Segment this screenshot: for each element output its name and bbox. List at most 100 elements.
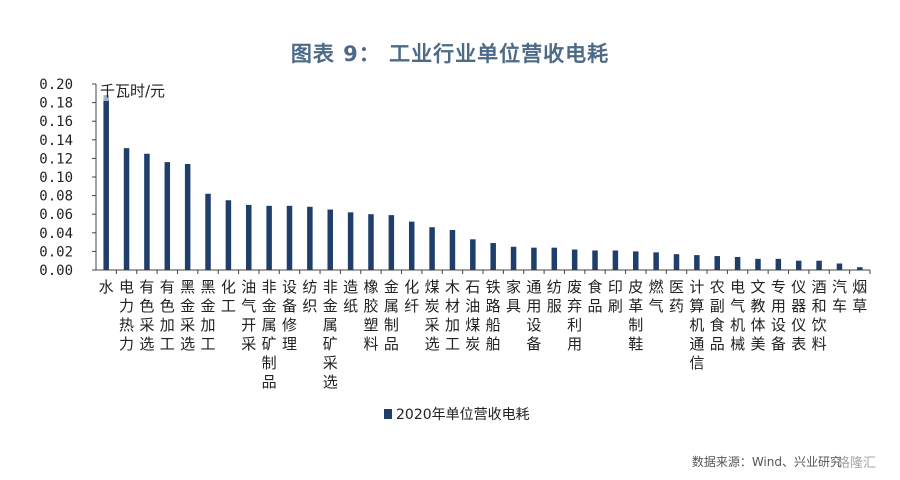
category-label-油气开采-char: 开 bbox=[241, 316, 256, 334]
y-tick-label: 0.12 bbox=[39, 151, 73, 167]
y-tick-label: 0.06 bbox=[39, 207, 73, 223]
bar-农副食品 bbox=[714, 256, 720, 270]
bar-化工 bbox=[225, 200, 232, 270]
y-tick-label: 0.16 bbox=[39, 114, 73, 130]
bar-文教体美 bbox=[755, 258, 761, 270]
bar-非金属矿制品 bbox=[266, 205, 272, 270]
category-label-有色加工-char: 有 bbox=[160, 278, 175, 296]
category-label-铁路船舶-char: 路 bbox=[486, 297, 501, 315]
category-label-煤炭采选-char: 选 bbox=[425, 335, 440, 353]
category-label-食品-char: 品 bbox=[588, 297, 603, 315]
category-label-专用设备-char: 专 bbox=[771, 278, 786, 296]
bar-皮革制鞋 bbox=[633, 251, 639, 270]
category-label-通用设备-char: 设 bbox=[526, 316, 541, 334]
bar-黑金加工 bbox=[205, 193, 211, 270]
y-tick-label: 0.18 bbox=[39, 96, 73, 112]
category-label-黑金加工-char: 金 bbox=[201, 297, 216, 315]
category-label-计算机通信-char: 信 bbox=[689, 354, 704, 372]
bar-专用设备 bbox=[775, 258, 782, 270]
category-label-通用设备-char: 通 bbox=[526, 278, 541, 296]
category-label-燃气-char: 燃 bbox=[649, 278, 664, 296]
category-label-计算机通信-char: 算 bbox=[689, 297, 704, 315]
bar-煤炭采选 bbox=[429, 227, 435, 270]
category-label-酒和饮料-char: 酒 bbox=[812, 278, 827, 296]
bar-纺服 bbox=[551, 247, 558, 270]
bar-造纸 bbox=[347, 212, 354, 270]
category-label-计算机通信-char: 计 bbox=[689, 278, 704, 296]
legend: 2020年单位营收电耗 bbox=[384, 404, 530, 424]
category-label-烟草-char: 草 bbox=[852, 297, 867, 315]
category-label-木材加工-char: 木 bbox=[445, 278, 460, 296]
category-label-设备修理-char: 备 bbox=[282, 297, 297, 315]
category-label-设备修理-char: 修 bbox=[282, 316, 297, 334]
category-label-非金属矿制品-char: 非 bbox=[262, 278, 277, 296]
y-tick-label: 0.20 bbox=[39, 77, 73, 93]
category-label-印刷-char: 印 bbox=[608, 278, 623, 296]
category-label-橡胶塑料-char: 塑 bbox=[363, 316, 378, 334]
category-label-木材加工-char: 材 bbox=[445, 297, 460, 315]
category-label-化工-char: 工 bbox=[221, 297, 236, 315]
bar-电气机械 bbox=[734, 256, 741, 270]
watermark-logo: 格隆汇 bbox=[836, 456, 876, 471]
category-label-汽车-char: 汽 bbox=[832, 278, 847, 296]
category-label-黑金加工-char: 加 bbox=[201, 316, 216, 334]
category-label-电力热力-char: 力 bbox=[119, 335, 134, 353]
category-label-设备修理-char: 理 bbox=[282, 335, 297, 353]
category-label-有色采选-char: 有 bbox=[139, 278, 154, 296]
category-label-专用设备-char: 设 bbox=[771, 316, 786, 334]
category-label-废弃利用-char: 用 bbox=[567, 335, 582, 353]
category-label-化工-char: 化 bbox=[221, 278, 236, 296]
category-label-纺服-char: 纺 bbox=[547, 278, 562, 296]
y-tick-label: 0.14 bbox=[39, 133, 73, 149]
bar-非金属矿采选 bbox=[327, 209, 333, 270]
category-label-非金属矿采选-char: 金 bbox=[323, 297, 338, 315]
category-label-皮革制鞋-char: 鞋 bbox=[628, 335, 643, 353]
y-tick-label: 0.04 bbox=[39, 226, 73, 242]
category-label-煤炭采选-char: 炭 bbox=[425, 297, 440, 315]
category-label-文教体美-char: 体 bbox=[750, 316, 765, 334]
category-label-仪器仪表-char: 仪 bbox=[791, 316, 806, 334]
category-label-金属制品-char: 品 bbox=[384, 335, 399, 353]
chart-title: 图表 9： 工业行业单位营收电耗 bbox=[290, 42, 610, 66]
category-label-有色采选-char: 采 bbox=[139, 316, 154, 334]
category-label-石油煤炭-char: 煤 bbox=[465, 316, 480, 334]
category-label-酒和饮料-char: 饮 bbox=[812, 316, 827, 334]
category-label-通用设备-char: 备 bbox=[526, 335, 541, 353]
bar-纺织 bbox=[307, 206, 313, 270]
category-label-非金属矿采选-char: 采 bbox=[323, 354, 338, 372]
bar-黑金采选 bbox=[184, 163, 191, 270]
category-label-金属制品-char: 制 bbox=[384, 316, 399, 334]
category-label-计算机通信-char: 机 bbox=[689, 316, 704, 334]
category-label-废弃利用-char: 废 bbox=[567, 278, 582, 296]
category-label-烟草-char: 烟 bbox=[852, 278, 867, 296]
category-label-电力热力-char: 力 bbox=[119, 297, 134, 315]
category-label-专用设备-char: 备 bbox=[771, 335, 786, 353]
category-label-黑金采选-char: 金 bbox=[180, 297, 195, 315]
category-label-皮革制鞋-char: 制 bbox=[628, 316, 643, 334]
category-label-酒和饮料-char: 料 bbox=[812, 335, 827, 353]
y-tick-label: 0.00 bbox=[39, 263, 73, 279]
bar-有色加工 bbox=[164, 162, 171, 270]
category-label-化纤-char: 化 bbox=[404, 278, 419, 296]
category-label-橡胶塑料-char: 料 bbox=[363, 335, 378, 353]
category-label-酒和饮料-char: 和 bbox=[812, 297, 827, 315]
source-note: 数据来源：Wind、兴业研究 bbox=[691, 455, 842, 469]
category-label-造纸-char: 纸 bbox=[343, 297, 358, 315]
category-label-文教体美-char: 文 bbox=[750, 278, 765, 296]
category-label-纺织-char: 织 bbox=[302, 297, 317, 315]
category-label-非金属矿制品-char: 品 bbox=[262, 373, 277, 391]
bar-家具 bbox=[510, 246, 517, 270]
category-label-家具-char: 家 bbox=[506, 278, 521, 296]
bar-铁路船舶 bbox=[490, 243, 496, 270]
category-label-电气机械-char: 机 bbox=[730, 316, 745, 334]
category-label-有色加工-char: 加 bbox=[160, 316, 175, 334]
category-label-非金属矿制品-char: 制 bbox=[262, 354, 277, 372]
category-label-有色加工-char: 工 bbox=[160, 335, 175, 353]
category-label-橡胶塑料-char: 橡 bbox=[363, 278, 378, 296]
category-label-非金属矿采选-char: 矿 bbox=[323, 335, 338, 353]
category-label-专用设备-char: 用 bbox=[771, 297, 786, 315]
bar-橡胶塑料 bbox=[368, 214, 374, 270]
y-tick-label: 0.10 bbox=[39, 170, 73, 186]
bar-石油煤炭 bbox=[470, 239, 476, 270]
bar-酒和饮料 bbox=[816, 260, 822, 270]
